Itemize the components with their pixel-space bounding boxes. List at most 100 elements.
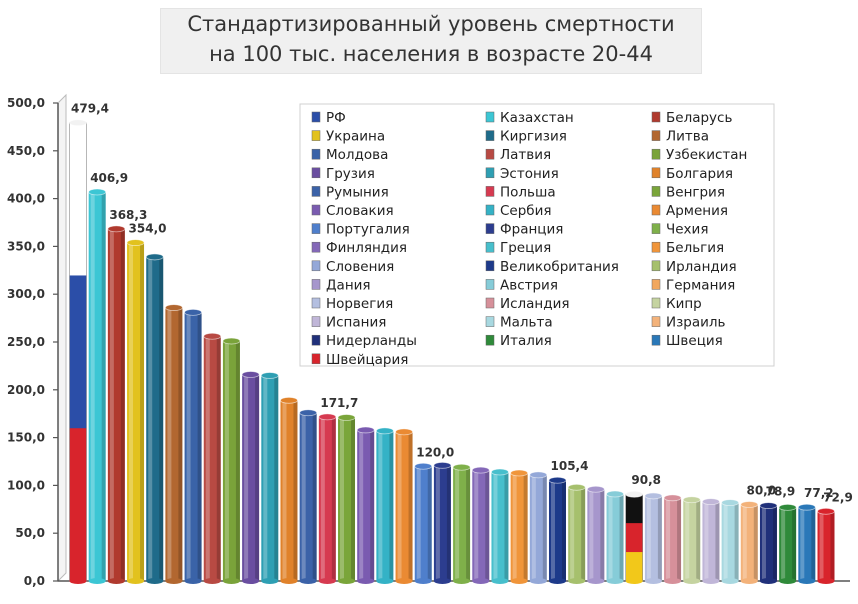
legend-label: Мальта xyxy=(500,315,553,331)
legend-swatch xyxy=(311,279,321,290)
bar-highlight xyxy=(570,487,575,581)
legend-item: Грузия xyxy=(311,166,375,182)
y-tick-label: 450,0 xyxy=(7,144,45,158)
bar-body xyxy=(338,417,356,581)
bar-body xyxy=(817,511,835,581)
legend-swatch xyxy=(311,353,321,365)
bar-cap xyxy=(682,496,701,504)
bar-29 xyxy=(606,490,624,584)
bar-body xyxy=(299,412,317,581)
legend-item: Испания xyxy=(311,315,386,331)
bar-body xyxy=(165,307,183,581)
bar-39 xyxy=(797,503,816,584)
bar-cap xyxy=(471,466,490,474)
data-label: 479,4 xyxy=(71,102,109,116)
bar-cap xyxy=(88,188,107,196)
legend-label: РФ xyxy=(326,110,346,126)
bar-cap xyxy=(395,428,413,436)
bar-base xyxy=(395,578,413,584)
bar-shade xyxy=(389,430,394,581)
bar-shade xyxy=(753,504,758,581)
back-wall xyxy=(57,93,67,583)
legend-label: Австрия xyxy=(500,277,558,293)
bar-cap xyxy=(241,371,260,378)
legend-label: Ирландия xyxy=(666,259,737,275)
bar-body xyxy=(606,494,624,581)
legend-swatch xyxy=(485,279,495,290)
legend-label: Франция xyxy=(500,222,563,238)
bar-32 xyxy=(663,494,682,584)
bar-base xyxy=(740,578,758,584)
bar-shade xyxy=(101,192,106,581)
legend-label: Нидерланды xyxy=(326,333,417,349)
bar-highlight xyxy=(282,400,287,581)
legend-item: Португалия xyxy=(311,222,410,238)
legend-item: Польша xyxy=(485,184,556,200)
bar-cap xyxy=(69,119,87,127)
bar-base xyxy=(491,578,509,584)
bar-33 xyxy=(682,496,701,584)
bar-cap xyxy=(260,372,279,379)
data-label: 78,9 xyxy=(766,485,796,499)
bar-cap xyxy=(299,409,318,417)
bar-37 xyxy=(759,502,778,584)
legend-swatch xyxy=(485,260,495,272)
legend-label: Беларусь xyxy=(666,110,732,126)
bar-body xyxy=(491,472,509,581)
bar-12 xyxy=(280,396,298,584)
bar-base xyxy=(759,578,777,584)
legend-label: Великобритания xyxy=(500,259,619,275)
legend-swatch xyxy=(651,279,661,290)
bar-base xyxy=(414,578,432,584)
bar-cap xyxy=(606,490,624,498)
bar-body xyxy=(548,480,566,581)
bar-band xyxy=(625,523,643,553)
bar-base xyxy=(88,578,106,584)
legend-label: Армения xyxy=(666,203,728,219)
bar-highlight xyxy=(742,504,747,581)
legend-label: Украина xyxy=(326,129,385,145)
legend-item: Бельгия xyxy=(651,240,724,256)
bar-shade xyxy=(523,472,528,581)
data-label: 72,9 xyxy=(823,490,853,504)
legend-label: Молдова xyxy=(326,147,388,163)
bar-cap xyxy=(126,239,145,246)
bar-cap xyxy=(740,501,759,508)
legend-swatch xyxy=(485,186,495,197)
bar-shade xyxy=(216,336,221,581)
data-label: 368,3 xyxy=(109,208,147,222)
bar-shade xyxy=(542,474,547,581)
legend-box xyxy=(299,103,775,367)
bar-cap xyxy=(414,462,433,470)
bar-cap xyxy=(778,503,797,511)
bar-shade xyxy=(235,341,240,581)
legend-swatch xyxy=(651,186,661,197)
legend-label: Эстония xyxy=(500,166,559,182)
bar-shade xyxy=(446,465,451,581)
bar-shade xyxy=(657,495,662,581)
legend-swatch xyxy=(651,316,661,327)
bar-highlight xyxy=(781,507,786,581)
y-tick-label: 300,0 xyxy=(7,287,45,301)
bar-body xyxy=(127,242,145,582)
legend-swatch xyxy=(651,130,661,141)
legend-item: Молдова xyxy=(311,147,388,163)
legend-swatch xyxy=(485,111,495,123)
legend-swatch xyxy=(311,334,321,346)
bar-band xyxy=(69,122,87,276)
bar-base xyxy=(261,578,279,584)
y-tick-label: 250,0 xyxy=(7,335,45,349)
bar-base xyxy=(376,578,394,584)
legend-item: Румыния xyxy=(311,184,389,200)
bar-body xyxy=(759,505,777,581)
legend-label: Бельгия xyxy=(666,240,724,256)
legend-label: Германия xyxy=(666,277,735,293)
data-label: 406,9 xyxy=(90,171,128,185)
bar-band xyxy=(625,494,643,524)
bar-body xyxy=(798,507,816,581)
bar-shade xyxy=(504,472,509,581)
bar-cap xyxy=(548,476,567,484)
bar-shade xyxy=(696,499,701,581)
legend-swatch xyxy=(311,111,321,123)
